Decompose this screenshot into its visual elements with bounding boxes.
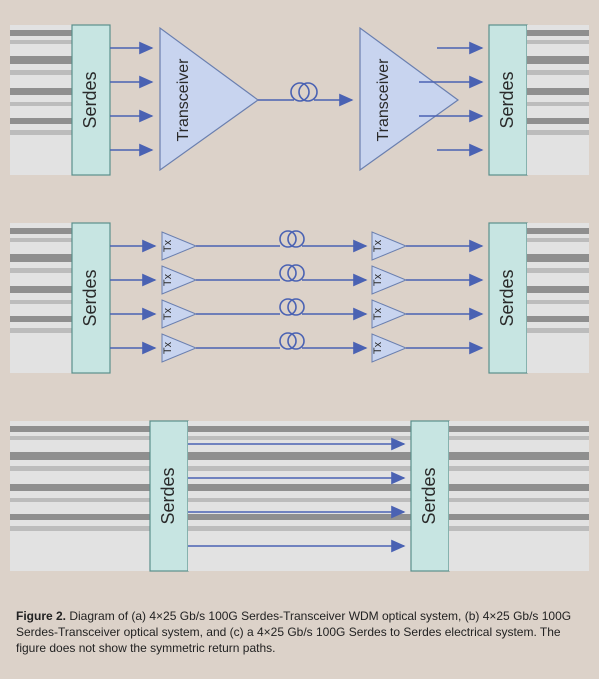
lane-group: Tx Tx [110, 265, 482, 294]
serdes-left-label: Serdes [80, 269, 100, 326]
fiber-loop-icon [299, 83, 317, 101]
serdes-left-label: Serdes [80, 71, 100, 128]
transceiver-left-label: Transceiver [175, 58, 192, 142]
bus-left [10, 421, 150, 571]
bus-left [10, 223, 72, 373]
svg-text:Tx: Tx [162, 341, 174, 354]
lane-group: Tx Tx [110, 299, 482, 328]
svg-text:Tx: Tx [372, 307, 384, 320]
svg-text:Tx: Tx [162, 239, 174, 252]
svg-text:Tx: Tx [372, 273, 384, 286]
panel-b-svg: Serdes Serdes Tx Tx [10, 208, 589, 388]
bus-left [10, 25, 72, 175]
serdes-right-label: Serdes [419, 467, 439, 524]
svg-text:Tx: Tx [162, 273, 174, 286]
bus-right [527, 25, 589, 175]
panel-c: Serdes Serdes [10, 406, 589, 586]
serdes-right-label: Serdes [497, 269, 517, 326]
panel-a-svg: Serdes Serdes Transceiver Transceiver [10, 10, 589, 190]
serdes-right-label: Serdes [497, 71, 517, 128]
transceiver-right-label: Transceiver [375, 58, 392, 142]
bus-right [527, 223, 589, 373]
figure-caption: Figure 2. Diagram of (a) 4×25 Gb/s 100G … [10, 604, 589, 657]
fiber-loop-icon [291, 83, 309, 101]
panel-a: Serdes Serdes Transceiver Transceiver [10, 10, 589, 190]
figure-container: Serdes Serdes Transceiver Transceiver [0, 0, 599, 665]
panel-b: Serdes Serdes Tx Tx [10, 208, 589, 388]
svg-text:Tx: Tx [162, 307, 174, 320]
serdes-left-label: Serdes [158, 467, 178, 524]
caption-text: Diagram of (a) 4×25 Gb/s 100G Serdes-Tra… [16, 609, 571, 655]
panel-c-svg: Serdes Serdes [10, 406, 589, 586]
svg-text:Tx: Tx [372, 239, 384, 252]
caption-lead: Figure 2. [16, 609, 66, 623]
bus-right [449, 421, 589, 571]
svg-text:Tx: Tx [372, 341, 384, 354]
lane-group: Tx Tx [110, 333, 482, 362]
lane-group: Tx Tx [110, 231, 482, 260]
